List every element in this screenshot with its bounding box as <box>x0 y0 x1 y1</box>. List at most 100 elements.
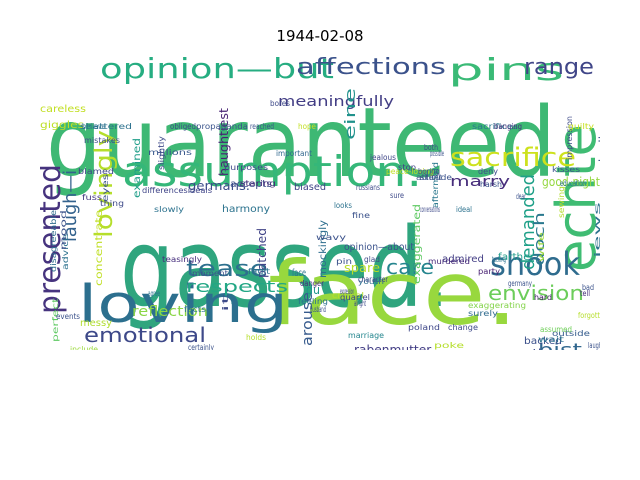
cloud-word: jews <box>593 202 600 261</box>
cloud-word: emotional <box>84 323 206 347</box>
cloud-word: guilty <box>568 122 594 131</box>
cloud-word: mistakes <box>84 136 120 145</box>
cloud-word: examined <box>132 138 143 198</box>
cloud-word: shook <box>490 245 580 283</box>
cloud-word: obliged <box>170 122 196 131</box>
cloud-word: banging <box>494 122 522 131</box>
cloud-word: moment <box>192 269 228 278</box>
cloud-word: harsh <box>480 180 502 189</box>
cloud-word: advice <box>61 234 70 270</box>
cloud-word: face <box>292 268 306 279</box>
cloud-word: party <box>478 267 500 276</box>
cloud-word: range <box>524 55 594 80</box>
cloud-word: biased <box>294 182 326 193</box>
cloud-word: jealous <box>369 153 396 162</box>
cloud-word: backed <box>524 336 562 347</box>
cloud-word: sacrifices <box>472 122 518 131</box>
cloud-word: believe <box>82 122 106 131</box>
cloud-word: looks <box>334 201 352 210</box>
cloud-word: include <box>70 345 98 350</box>
cloud-word: slowly <box>154 205 184 214</box>
cloud-word: fine <box>352 211 370 220</box>
cloud-word: germans. <box>188 179 250 193</box>
cloud-word: demanded <box>518 174 539 270</box>
cloud-word: assumption. <box>122 147 422 196</box>
cloud-word: poke <box>434 341 464 350</box>
cloud-word: admired <box>442 254 484 265</box>
cloud-word: feeling <box>298 297 328 306</box>
cloud-word: blamed <box>78 167 114 176</box>
cloud-word: attitude <box>416 173 452 182</box>
cloud-word: spare <box>344 261 380 275</box>
cloud-word: impression <box>565 116 574 160</box>
cloud-word: alright <box>354 299 366 308</box>
cloud-word: critical <box>332 291 364 300</box>
cloud-word: education <box>560 179 586 188</box>
cloud-word: hope <box>298 122 316 131</box>
cloud-word: wife <box>537 232 546 262</box>
cloud-word: change <box>448 323 478 332</box>
cloud-word: perfect <box>51 298 60 342</box>
cloud-word: opinion—about <box>344 242 414 253</box>
cloud-word: gassed. <box>120 204 450 332</box>
cloud-word: messy <box>80 318 112 329</box>
cloud-word: doch <box>532 212 548 266</box>
cloud-word: holds <box>246 333 266 342</box>
cloud-word: it. <box>221 286 230 312</box>
cloud-word: millions <box>148 148 192 157</box>
cloud-word: laughing <box>546 349 580 350</box>
cloud-word: thing <box>100 199 124 208</box>
cloud-word: kisses <box>552 165 580 174</box>
cloud-word: fault <box>248 267 270 276</box>
cloud-word: presented <box>40 164 68 314</box>
cloud-word: purposes <box>224 163 268 172</box>
cloud-word: sewing <box>557 186 566 218</box>
cloud-word: envision <box>488 281 584 305</box>
cloud-word: farther <box>498 252 535 263</box>
cloud-word: important <box>276 149 312 158</box>
cloud-word: aftermaid <box>431 162 440 208</box>
cloud-word: tucking <box>492 255 506 264</box>
cloud-word: quarrel <box>340 293 370 302</box>
cloud-word: loving <box>78 275 288 335</box>
cloud-word: complained <box>386 349 434 350</box>
cloud-word: deny <box>478 167 498 176</box>
cloud-word: boring <box>418 167 440 176</box>
cloud-word: exaggerated <box>412 204 423 284</box>
cloud-word: hard <box>534 293 552 302</box>
cloud-word: character <box>358 275 389 284</box>
cloud-word: bist <box>538 340 582 350</box>
cloud-word: curtly <box>510 348 550 350</box>
cloud-word: meaningfully <box>278 94 394 110</box>
cloud-word: laugh <box>588 341 600 350</box>
cloud-word: eine <box>343 88 359 140</box>
cloud-word: accepts <box>230 179 272 190</box>
cloud-word: teasingly <box>162 255 202 264</box>
cloud-word: conversations <box>420 205 440 214</box>
word-cloud: guaranteedgassed.face.assumption.lovinge… <box>40 52 600 350</box>
cloud-word: marriage <box>348 331 384 340</box>
cloud-word: staring <box>240 179 276 188</box>
cloud-word: respects <box>186 277 288 296</box>
cloud-word: care <box>386 255 434 279</box>
cloud-word: glad <box>364 255 380 264</box>
cloud-word: rabenmutter. <box>354 343 434 350</box>
cloud-word: lovingly <box>90 130 118 238</box>
cloud-word: reflection <box>132 304 208 320</box>
cloud-word: harmony <box>222 204 270 215</box>
cloud-word: disagreeable <box>49 210 58 272</box>
cloud-word: events <box>56 312 80 321</box>
cloud-word: pin <box>336 257 352 266</box>
cloud-word: propaganda <box>196 122 248 131</box>
cloud-word: sacrifice <box>450 143 576 173</box>
cloud-word: laugh—i <box>60 170 81 242</box>
cloud-word: tease <box>186 257 268 282</box>
cloud-word: forgotten <box>578 311 600 320</box>
cloud-word: patched <box>255 228 269 278</box>
cloud-word: bad <box>582 283 594 292</box>
cloud-word: reached <box>250 122 274 131</box>
cloud-word: surely <box>468 309 498 318</box>
cloud-word: shattered <box>80 122 132 131</box>
cloud-word: echte <box>545 124 600 272</box>
cloud-word: pins <box>448 53 564 88</box>
